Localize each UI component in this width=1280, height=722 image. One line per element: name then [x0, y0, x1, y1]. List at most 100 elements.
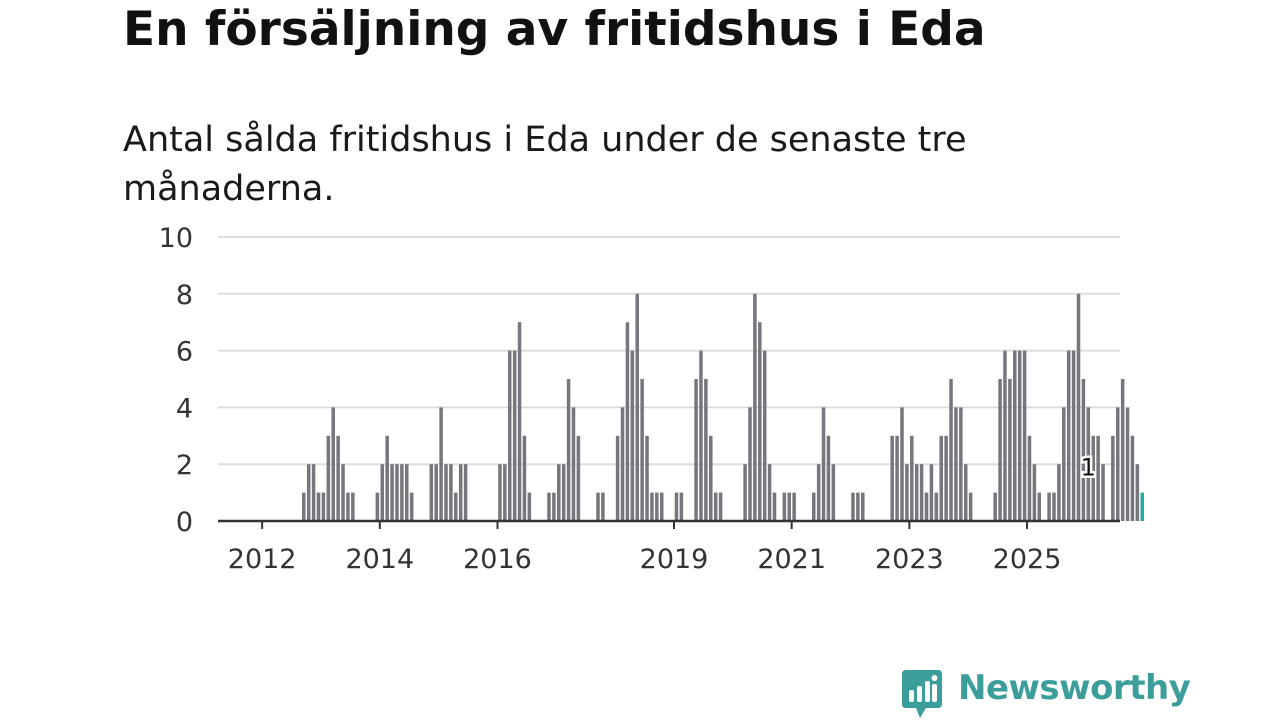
x-tick-label: 2019: [640, 544, 709, 575]
bar: [709, 435, 713, 521]
x-tick-label: 2016: [463, 544, 532, 575]
x-tick-label: 2021: [757, 544, 826, 575]
y-tick-label: 6: [176, 337, 193, 368]
bar: [758, 322, 762, 521]
bar: [326, 435, 331, 521]
bar: [302, 492, 306, 521]
bar: [576, 435, 581, 521]
bar: [748, 407, 752, 521]
bar: [1101, 464, 1105, 521]
bar: [924, 492, 929, 521]
bar: [552, 492, 556, 521]
bar: [571, 407, 576, 521]
bar: [395, 464, 399, 521]
bar: [792, 492, 796, 521]
bar: [914, 464, 919, 521]
x-tick-label: 2025: [993, 544, 1062, 575]
bar: [856, 492, 860, 521]
bar: [1096, 435, 1100, 521]
bar: [1111, 435, 1115, 521]
bar: [767, 464, 772, 521]
bar: [900, 407, 904, 521]
bar: [522, 435, 527, 521]
bar: [375, 492, 380, 521]
bar: [439, 407, 443, 521]
bar: [405, 464, 409, 521]
bar: [527, 492, 532, 521]
bar: [346, 492, 350, 521]
x-tick-label: 2023: [875, 544, 944, 575]
bar: [674, 492, 679, 521]
brand-name: Newsworthy: [958, 668, 1191, 708]
bar: [694, 379, 698, 521]
bar: [713, 492, 718, 521]
bar: [1032, 464, 1037, 521]
bar: [331, 407, 335, 521]
bar-chart: 0 2 4 6 8 10 2012 2014 2016 2019 2021 2023 2025 1: [159, 223, 1145, 575]
y-tick-label: 10: [159, 223, 193, 254]
bar: [954, 407, 958, 521]
chart-title: En försäljning av fritidshus i Eda: [123, 2, 986, 57]
bar: [311, 464, 316, 521]
newsworthy-logo-icon: [902, 670, 942, 718]
bar: [743, 464, 747, 521]
bar: [934, 492, 939, 521]
bar: [640, 379, 644, 521]
bar: [816, 464, 821, 521]
bar: [944, 435, 948, 521]
chart-subtitle: Antal sålda fritidshus i Eda under de se…: [123, 120, 967, 209]
bar: [1120, 379, 1125, 521]
bar: [380, 464, 385, 521]
bar: [704, 379, 708, 521]
x-tick-label: 2012: [228, 544, 297, 575]
bar: [699, 350, 703, 521]
bar: [782, 492, 787, 521]
bar: [655, 492, 659, 521]
bar: [645, 435, 649, 521]
bar: [385, 435, 389, 521]
bar: [919, 464, 924, 521]
bar: [458, 464, 463, 521]
bar: [811, 492, 816, 521]
bar: [1052, 492, 1056, 521]
bar: [772, 492, 777, 521]
bar: [1057, 464, 1061, 521]
x-tick-label: 2014: [345, 544, 414, 575]
bar: [998, 379, 1002, 521]
bar: [949, 379, 953, 521]
bar: [1130, 435, 1135, 521]
bar: [1022, 350, 1027, 521]
bar: [547, 492, 551, 521]
bar: [910, 435, 914, 521]
bar: [1017, 350, 1022, 521]
bar: [718, 492, 723, 521]
bar: [507, 350, 512, 521]
bar: [959, 407, 963, 521]
bar: [498, 464, 502, 521]
bar: [826, 435, 831, 521]
bar: [968, 492, 973, 521]
bar: [449, 464, 453, 521]
bar: [787, 492, 791, 521]
bar: [1071, 350, 1076, 521]
bar: [659, 492, 664, 521]
bar: [1076, 293, 1081, 521]
y-tick-label: 0: [176, 507, 193, 538]
bar: [851, 492, 855, 521]
bar: [1037, 492, 1042, 521]
bar: [831, 464, 836, 521]
bar: [753, 293, 757, 521]
bar: [1027, 435, 1032, 521]
bar: [1140, 492, 1145, 521]
bar: [1047, 492, 1051, 521]
bar: [503, 464, 507, 521]
y-tick-label: 8: [176, 280, 193, 311]
bar: [444, 464, 448, 521]
bar: [929, 464, 934, 521]
bar: [454, 492, 458, 521]
bar: [939, 435, 943, 521]
bar: [1086, 407, 1091, 521]
bar: [409, 492, 414, 521]
bar: [963, 464, 968, 521]
bar: [1091, 435, 1095, 521]
